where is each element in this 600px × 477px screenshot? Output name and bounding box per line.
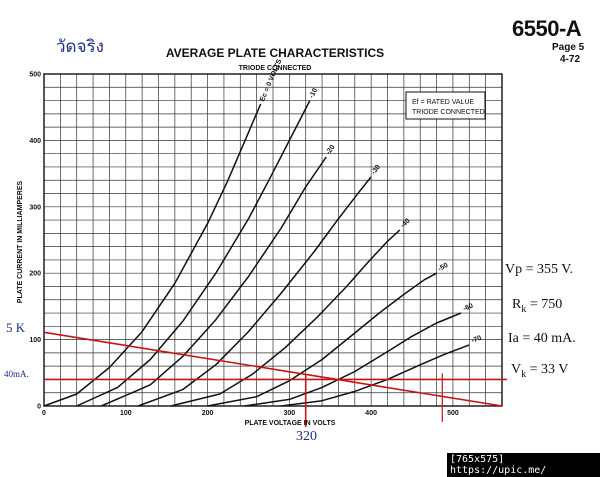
load-line — [43, 331, 503, 407]
image-size-watermark: [765x575] https://upic.me/ — [447, 453, 600, 477]
characteristic-curve — [137, 176, 372, 407]
y-tick-label: 300 — [29, 204, 41, 211]
x-tick-label: 300 — [284, 410, 296, 417]
characteristic-curve — [207, 272, 437, 407]
x-tick-label: 500 — [447, 410, 459, 417]
thai-label: วัดจริง — [56, 37, 104, 57]
y-tick-label: 200 — [29, 271, 41, 278]
rk-subscript: k — [521, 303, 527, 315]
x-tick-label: 0 — [42, 410, 46, 417]
ia-value-text: Ia = 40 mA. — [508, 331, 576, 346]
curve-label: -70 — [471, 335, 483, 345]
vk-symbol: V — [511, 362, 522, 377]
y-tick-label: 400 — [29, 138, 41, 145]
curve-label: -60 — [462, 303, 474, 313]
y-tick-label: 100 — [29, 337, 41, 344]
rk-value-text: Rk = 750 — [512, 297, 562, 315]
page-number: Page 5 — [552, 42, 585, 53]
curve-label: -20 — [325, 144, 337, 156]
vk-value-text: Vk = 33 V — [511, 362, 568, 380]
tube-type: 6550-A — [512, 16, 582, 41]
curve-label: -50 — [437, 262, 449, 273]
ia-axis-label: 40mA. — [4, 369, 29, 379]
revision-date: 4-72 — [560, 54, 581, 65]
legend-line-1: Ef = RATED VALUE — [412, 99, 475, 106]
legend-box: Ef = RATED VALUE TRIODE CONNECTED — [405, 91, 486, 120]
x-tick-label: 200 — [202, 410, 214, 417]
characteristic-curve — [101, 156, 327, 407]
curve-label: -30 — [370, 164, 382, 176]
characteristic-curve — [76, 100, 311, 407]
y-axis-label: PLATE CURRENT IN MILLIAMPERES — [17, 180, 24, 303]
curve-label: -10 — [308, 87, 319, 99]
vk-subscript: k — [521, 368, 527, 380]
chart-title: AVERAGE PLATE CHARACTERISTICS — [166, 46, 384, 60]
characteristic-curve — [43, 103, 262, 407]
y-tick-label: 500 — [29, 72, 41, 79]
x-tick-label: 100 — [120, 410, 132, 417]
rk-symbol: R — [512, 297, 522, 312]
vp-axis-label: 320 — [296, 429, 317, 444]
plot-frame — [43, 73, 503, 407]
characteristic-curve — [244, 312, 462, 407]
chart-subtitle: TRIODE CONNECTED — [239, 65, 312, 72]
legend-line-2: TRIODE CONNECTED — [412, 109, 485, 116]
characteristic-curve — [170, 229, 401, 407]
load-line-label: 5 K — [6, 320, 26, 335]
vp-value-text: Vp = 355 V. — [505, 262, 574, 277]
x-axis-label: PLATE VOLTAGE IN VOLTS — [245, 420, 336, 427]
x-tick-label: 400 — [365, 410, 377, 417]
curve-label: -40 — [399, 217, 411, 229]
rk-value: = 750 — [526, 297, 563, 312]
vk-value: = 33 V — [526, 362, 569, 377]
y-tick-label: 0 — [37, 404, 41, 411]
